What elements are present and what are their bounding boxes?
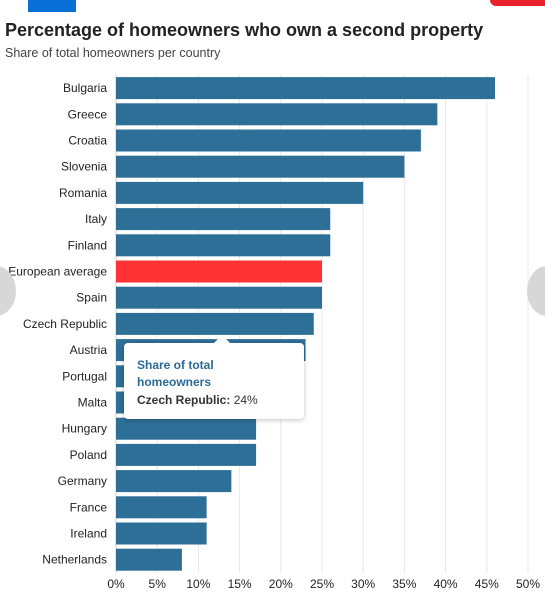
x-tick-label: 40% — [434, 577, 458, 591]
category-label: Romania — [59, 186, 107, 200]
category-label: Austria — [70, 343, 108, 357]
bar-romania[interactable] — [116, 181, 364, 204]
bar-ireland[interactable] — [116, 522, 207, 545]
category-label: Slovenia — [61, 160, 107, 174]
category-label: Malta — [78, 396, 108, 410]
category-label: Croatia — [68, 134, 107, 148]
category-label: Bulgaria — [63, 81, 107, 95]
category-label: France — [70, 500, 108, 514]
top-red-badge — [490, 0, 545, 6]
category-label: Portugal — [62, 369, 107, 383]
x-tick-label: 35% — [392, 577, 416, 591]
x-tick-label: 25% — [310, 577, 334, 591]
x-tick-label: 0% — [107, 577, 125, 591]
x-tick-label: 20% — [269, 577, 293, 591]
category-label: Finland — [68, 238, 107, 252]
category-label: Ireland — [70, 527, 107, 541]
bar-netherlands[interactable] — [116, 548, 182, 571]
bar-hungary[interactable] — [116, 417, 257, 440]
category-label: Italy — [85, 212, 107, 226]
bar-european-average[interactable] — [116, 260, 322, 283]
category-label: Greece — [68, 107, 108, 121]
bar-poland[interactable] — [116, 443, 257, 466]
category-label: Hungary — [62, 422, 107, 436]
bar-slovenia[interactable] — [116, 155, 405, 178]
x-tick-label: 30% — [351, 577, 375, 591]
category-label: Czech Republic — [23, 317, 107, 331]
chart-tooltip: Share of total homeowners Czech Republic… — [124, 335, 304, 419]
carousel-next-button[interactable] — [527, 266, 545, 316]
x-tick-label: 45% — [475, 577, 499, 591]
top-tab-indicator — [28, 0, 76, 12]
bar-greece[interactable] — [116, 103, 438, 126]
x-tick-label: 15% — [228, 577, 252, 591]
tooltip-value-line: Czech Republic: 24% — [137, 393, 258, 407]
bar-finland[interactable] — [116, 234, 331, 257]
category-label: Germany — [58, 474, 107, 488]
x-tick-label: 50% — [516, 577, 540, 591]
bar-croatia[interactable] — [116, 129, 421, 152]
chart-title: Percentage of homeowners who own a secon… — [5, 20, 484, 40]
bar-spain[interactable] — [116, 286, 322, 309]
chart-subtitle: Share of total homeowners per country — [5, 46, 221, 60]
category-label: Spain — [76, 291, 107, 305]
bar-bulgaria[interactable] — [116, 77, 496, 100]
category-label: Netherlands — [42, 553, 107, 567]
bar-italy[interactable] — [116, 208, 331, 231]
x-tick-label: 10% — [186, 577, 210, 591]
carousel-prev-button[interactable] — [0, 266, 16, 316]
bar-germany[interactable] — [116, 470, 232, 493]
bar-france[interactable] — [116, 496, 207, 519]
tooltip-title: Share of total homeowners — [137, 358, 214, 389]
category-label: European average — [8, 265, 107, 279]
category-label: Poland — [70, 448, 107, 462]
tooltip-value: 24% — [233, 393, 258, 407]
bar-czech-republic[interactable] — [116, 312, 314, 335]
tooltip-country: Czech Republic — [137, 393, 227, 407]
x-tick-label: 5% — [149, 577, 167, 591]
